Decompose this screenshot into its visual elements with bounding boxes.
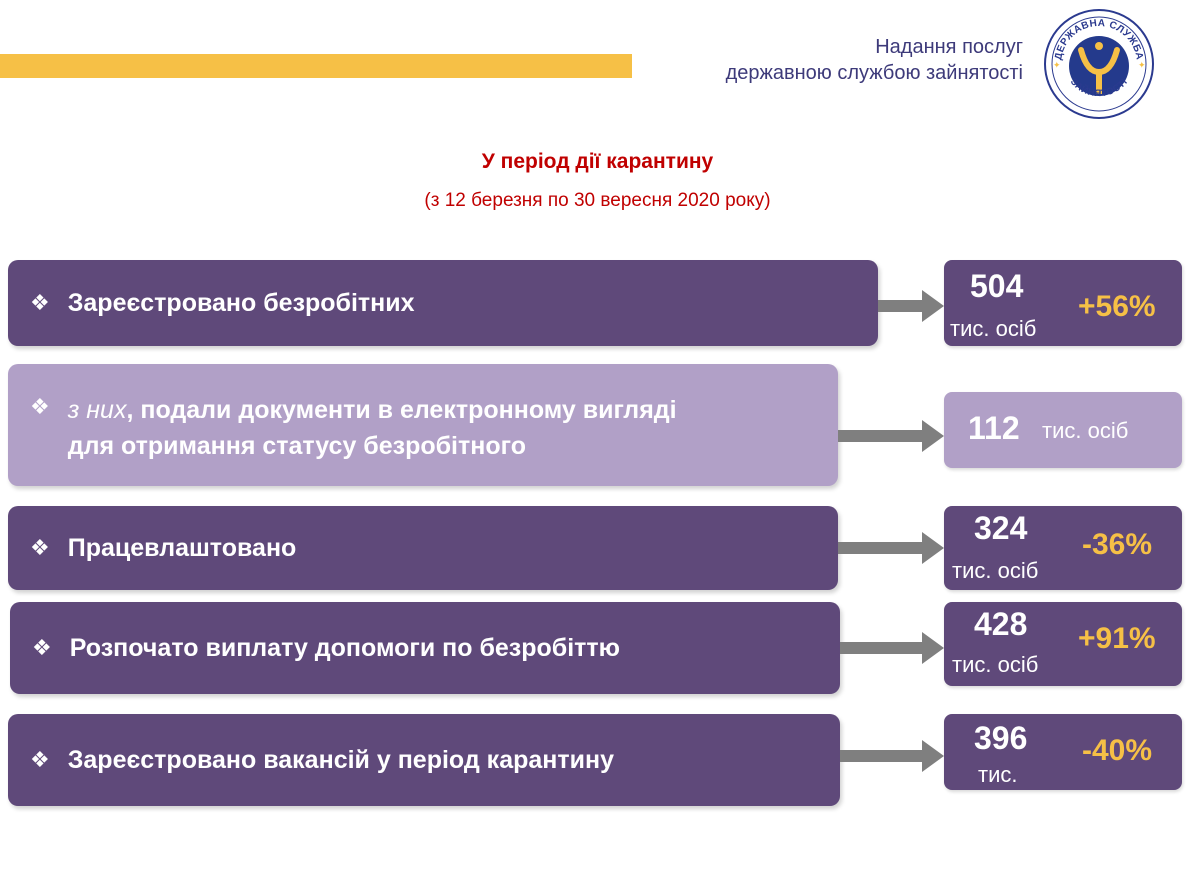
value-number: 324 [974,510,1028,546]
change-percent: -40% [1082,734,1153,767]
row-label: Зареєстровано безробітних [67,288,415,317]
page-title: У період дії карантину [481,150,714,173]
diamond-bullet-icon: ❖ [30,290,50,315]
arrow-right-icon [840,740,944,772]
header-line-2: державною службою зайнятості [725,62,1023,84]
logo-star-left: ✦ [1053,60,1061,70]
value-unit: тис. осіб [1042,418,1129,443]
value-box-electronic: 112 тис. осіб [944,392,1182,468]
row-label: Розпочато виплату допомоги по безробіттю [69,633,620,662]
value-unit: тис. [978,762,1018,787]
row-employed: ❖ Працевлаштовано [8,506,838,590]
diamond-bullet-icon: ❖ [30,535,50,560]
value-box-vacancies: 396 тис. -40% [944,714,1182,790]
change-percent: -36% [1082,528,1153,561]
accent-bar [0,54,632,78]
row-registered-unemployed: ❖ Зареєстровано безробітних [8,260,878,346]
row-label-line2: для отримання статусу безробітного [67,432,526,460]
header-line-1: Надання послуг [875,36,1023,58]
value-box-benefit: 428 тис. осіб +91% [944,602,1182,686]
value-box-employed: 324 тис. осіб -36% [944,506,1182,590]
change-percent: +56% [1078,290,1156,323]
row-electronic-documents: ❖ з них, подали документи в електронному… [8,364,838,486]
logo-star-right: ✦ [1138,60,1146,70]
header-caption: Надання послуг державною службою зайнято… [726,34,1023,86]
row-label: Зареєстровано вакансій у період карантин… [67,745,614,774]
diamond-bullet-icon: ❖ [30,394,50,419]
row-label-italic: з них [67,396,127,424]
row-label: , подали документи в електронному вигляд… [126,396,677,424]
value-box-registered: 504 тис. осіб +56% [944,260,1182,346]
value-unit: тис. осіб [952,652,1039,677]
arrow-right-icon [878,290,944,322]
value-number: 504 [970,268,1024,304]
row-label: Працевлаштовано [67,533,297,562]
employment-service-logo: ДЕРЖАВНА СЛУЖБА ЗАЙНЯТОСТІ ✦ ✦ [1044,9,1154,119]
value-number: 112 [968,410,1020,446]
page-subtitle: (з 12 березня по 30 вересня 2020 року) [424,190,771,211]
diamond-bullet-icon: ❖ [30,747,50,772]
change-percent: +91% [1078,622,1156,655]
arrow-right-icon [838,420,944,452]
arrow-right-icon [838,532,944,564]
value-unit: тис. осіб [952,558,1039,583]
value-number: 428 [974,606,1028,642]
row-benefit-payments: ❖ Розпочато виплату допомоги по безробіт… [10,602,840,694]
arrow-right-icon [840,632,944,664]
value-number: 396 [974,720,1028,756]
row-registered-vacancies: ❖ Зареєстровано вакансій у період карант… [8,714,840,806]
diamond-bullet-icon: ❖ [32,635,52,660]
value-unit: тис. осіб [950,316,1037,341]
